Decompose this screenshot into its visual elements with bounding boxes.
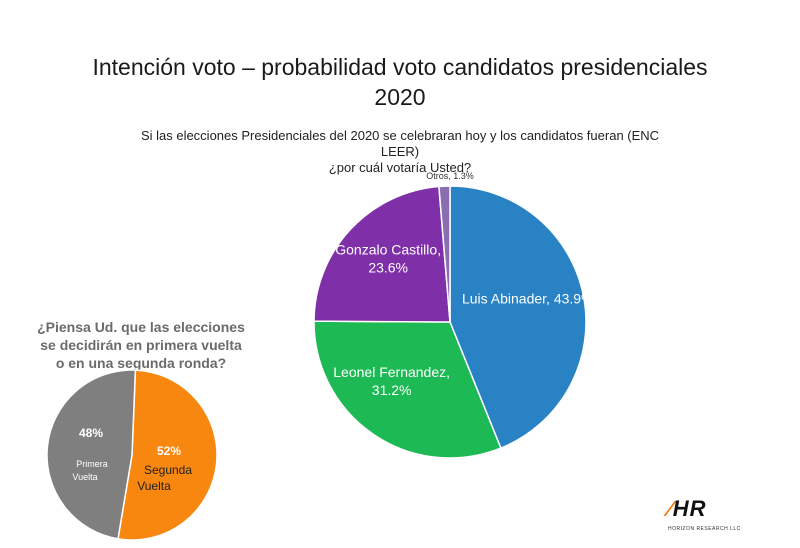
title-line-2: 2020 <box>374 84 426 110</box>
logo-subtitle: HORIZON RESEARCH LLC <box>668 526 741 532</box>
question-line-2: se decidirán en primera vuelta <box>40 337 242 353</box>
second-round-question: ¿Piensa Ud. que las elecciones se decidi… <box>6 318 276 372</box>
pie-slice-segunda-vuelta <box>117 369 218 541</box>
label-luis-abinader: Luis Abinader, 43.9% <box>462 290 594 306</box>
page-title: Intención voto – probabilidad voto candi… <box>40 52 760 112</box>
pie-slice-luis-abinader <box>449 185 587 450</box>
horizon-research-logo: ⁄HR HORIZON RESEARCH LLC <box>668 496 778 540</box>
label-primera-name-1: Primera <box>76 459 108 469</box>
label-segunda-name-2: Vuelta <box>137 479 171 493</box>
subtitle-line-2: ¿por cuál votaría Usted? <box>328 160 472 175</box>
label-gonzalo-castillo-value: 23.6% <box>368 260 408 276</box>
label-primera-percent: 48% <box>79 426 103 440</box>
chart-subtitle: Si las elecciones Presidenciales del 202… <box>120 128 680 176</box>
label-segunda-name-1: Segunda <box>144 463 192 477</box>
logo-accent-icon: ⁄ <box>668 496 673 521</box>
title-line-1: Intención voto – probabilidad voto candi… <box>92 54 708 80</box>
candidate-pie-chart: Luis Abinader, 43.9% Leonel Fernandez, 31.… <box>313 171 594 459</box>
label-gonzalo-castillo-name: Gonzalo Castillo, <box>335 242 441 258</box>
label-leonel-fernandez-value: 31.2% <box>372 382 412 398</box>
pie-slice-otros <box>438 185 451 323</box>
label-leonel-fernandez-name: Leonel Fernandez, <box>333 364 450 380</box>
question-line-3: o en una segunda ronda? <box>55 355 227 371</box>
pie-slice-primera-vuelta <box>46 369 137 540</box>
label-segunda-percent: 52% <box>157 444 181 458</box>
pie-slice-leonel-fernandez <box>313 320 502 459</box>
label-primera-name-2: Vuelta <box>72 472 97 482</box>
round-pie-chart: 52% Segunda Vuelta 48% Primera Vuelta <box>46 369 218 541</box>
pie-slice-gonzalo-castillo <box>313 185 451 323</box>
subtitle-line-1: Si las elecciones Presidenciales del 202… <box>140 128 660 159</box>
question-line-1: ¿Piensa Ud. que las elecciones <box>37 319 245 335</box>
label-otros: Otros, 1.3% <box>426 171 474 181</box>
logo-mark: ⁄HR <box>668 496 707 521</box>
